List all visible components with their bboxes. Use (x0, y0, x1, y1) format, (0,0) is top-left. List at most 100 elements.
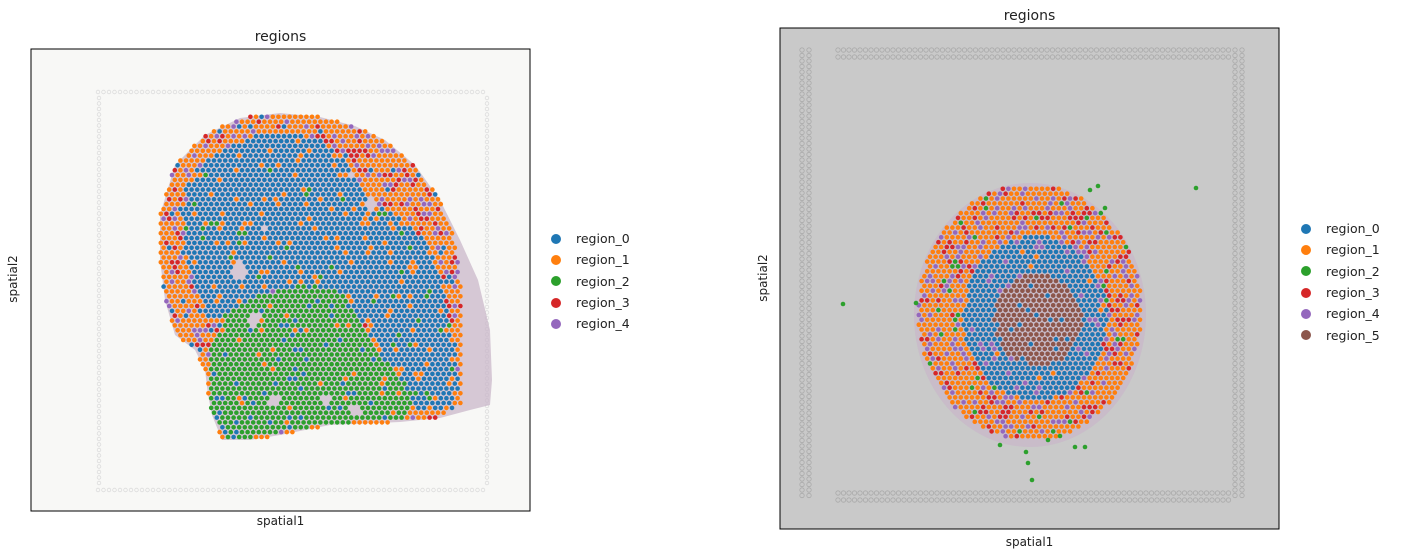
scatter-point (329, 245, 334, 251)
scatter-point (298, 269, 304, 275)
scatter-point (418, 294, 424, 299)
scatter-point (446, 313, 452, 319)
scatter-point (320, 269, 326, 275)
scatter-point (267, 226, 273, 231)
scatter-point (301, 400, 306, 406)
scatter-point (354, 182, 360, 187)
scatter-point (1053, 278, 1059, 284)
scatter-point (1050, 419, 1056, 425)
scatter-point (432, 192, 438, 197)
scatter-point (978, 196, 983, 201)
scatter-point (1022, 254, 1028, 259)
scatter-point (385, 274, 390, 280)
scatter-point (309, 192, 315, 197)
scatter-point (189, 274, 194, 280)
scatter-point (340, 177, 346, 183)
scatter-point (969, 346, 975, 352)
scatter-point (194, 342, 200, 348)
scatter-point (264, 376, 270, 382)
scatter-point (368, 216, 374, 221)
scatter-point (332, 328, 337, 333)
scatter-point (334, 235, 340, 241)
scatter-point (225, 357, 231, 362)
scatter-point (287, 357, 292, 362)
scatter-point (228, 371, 234, 377)
scatter-point (348, 308, 354, 314)
scatter-point (1073, 390, 1078, 395)
scatter-point (1120, 366, 1126, 371)
scatter-point (969, 249, 975, 255)
scatter-point (301, 342, 306, 348)
scatter-point (1087, 210, 1092, 216)
legend-right: region_0 region_1 region_2 region_3 region_4… (1301, 218, 1380, 346)
scatter-point (404, 308, 410, 314)
scatter-point (413, 294, 418, 299)
scatter-point (1048, 317, 1053, 323)
scatter-point (284, 129, 290, 134)
scatter-point (1081, 259, 1087, 264)
scatter-point (259, 143, 264, 149)
scatter-point (278, 158, 284, 163)
scatter-point (312, 177, 318, 183)
scatter-point (958, 336, 964, 342)
scatter-point (295, 391, 301, 396)
scatter-point (1045, 312, 1050, 318)
scatter-point (449, 250, 455, 255)
scatter-point (332, 230, 337, 236)
scatter-point (301, 129, 306, 134)
scatter-point (947, 239, 952, 245)
scatter-point (214, 318, 220, 323)
scatter-point (1014, 278, 1020, 284)
scatter-point (228, 226, 234, 231)
scatter-point (1039, 400, 1045, 405)
scatter-point (1067, 293, 1073, 298)
scatter-point (360, 347, 365, 353)
scatter-point (222, 410, 228, 416)
scatter-point (217, 294, 222, 299)
scatter-point (455, 386, 460, 391)
scatter-point (234, 420, 239, 425)
scatter-point (340, 294, 346, 299)
scatter-point (259, 172, 264, 178)
scatter-point (1106, 254, 1112, 259)
scatter-point (1022, 361, 1028, 366)
scatter-point (393, 201, 399, 207)
scatter-point (1070, 259, 1076, 264)
scatter-point (220, 133, 225, 139)
scatter-point (992, 336, 997, 342)
scatter-point (267, 342, 273, 348)
scatter-point (410, 250, 416, 255)
scatter-point (186, 269, 192, 275)
scatter-point (306, 226, 312, 231)
scatter-point (166, 303, 172, 309)
scatter-point (217, 342, 222, 348)
scatter-point (357, 294, 362, 299)
scatter-point (189, 255, 194, 260)
scatter-point (242, 192, 248, 197)
scatter-point (1098, 317, 1104, 323)
scatter-point (175, 172, 180, 178)
scatter-point (326, 250, 332, 255)
scatter-point (242, 395, 248, 401)
scatter-point (986, 356, 992, 361)
scatter-point (337, 240, 343, 246)
scatter-point (944, 332, 950, 337)
scatter-point (357, 245, 362, 251)
scatter-point (986, 239, 992, 245)
scatter-point (1020, 395, 1025, 400)
scatter-point (1011, 235, 1017, 240)
scatter-point (264, 298, 270, 304)
scatter-point (200, 294, 206, 299)
scatter-point (1095, 312, 1101, 318)
scatter-point (298, 289, 304, 294)
scatter-point (1042, 433, 1048, 439)
scatter-point (234, 187, 239, 192)
scatter-point (430, 410, 435, 416)
scatter-point (444, 347, 449, 353)
scatter-point (351, 371, 357, 377)
scatter-point (290, 177, 295, 183)
scatter-point (197, 211, 203, 217)
scatter-point (270, 376, 276, 382)
scatter-point (978, 409, 983, 415)
scatter-point (404, 337, 410, 343)
